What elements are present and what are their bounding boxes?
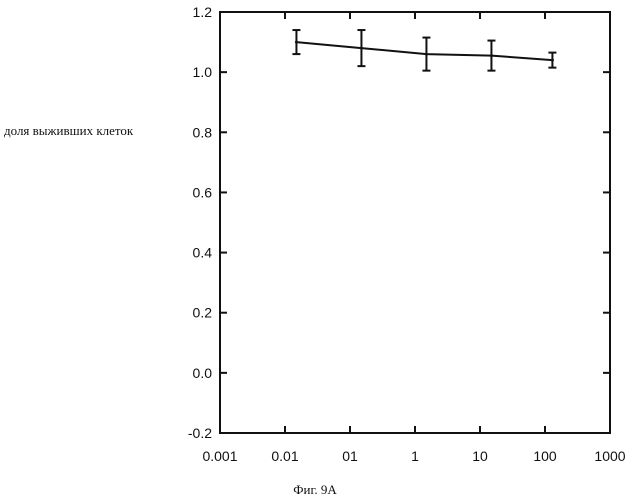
y-axis-label: доля выживших клеток: [4, 123, 133, 139]
y-tick-label: 0.6: [193, 184, 213, 200]
data-point: [551, 59, 554, 62]
x-tick-label: 10: [472, 448, 488, 464]
x-tick-label: 100: [533, 448, 557, 464]
data-point: [360, 47, 363, 50]
y-tick-label: 0.0: [193, 365, 213, 381]
data-series: [292, 30, 556, 71]
x-tick-label: 01: [342, 448, 358, 464]
figure-caption: Фиг. 9А: [0, 482, 630, 498]
y-tick-label: -0.2: [188, 425, 212, 441]
data-point: [295, 41, 298, 44]
series-line: [296, 42, 552, 60]
y-tick-label: 1.0: [193, 64, 213, 80]
data-point: [425, 53, 428, 56]
plot-frame: [220, 12, 610, 433]
x-tick-label: 0.01: [271, 448, 298, 464]
x-tick-label: 1000: [594, 448, 625, 464]
y-tick-label: 0.2: [193, 305, 213, 321]
x-tick-label: 0.001: [202, 448, 237, 464]
x-tick-label: 1: [411, 448, 419, 464]
chart-axes: [220, 12, 610, 433]
y-axis-ticks: 1.2 1.0 0.8 0.6 0.4 0.2 0.0 -0.2: [188, 4, 610, 441]
data-point: [490, 54, 493, 57]
chart-plot: 0.001 0.01 01 1 10 100 1000 1.2 1.0 0.8 0.6 0.4 0.2…: [0, 0, 630, 480]
y-tick-label: 0.4: [193, 245, 213, 261]
y-tick-label: 0.8: [193, 124, 213, 140]
x-axis-ticks: 0.001 0.01 01 1 10 100 1000: [202, 12, 625, 464]
y-tick-label: 1.2: [193, 4, 213, 20]
